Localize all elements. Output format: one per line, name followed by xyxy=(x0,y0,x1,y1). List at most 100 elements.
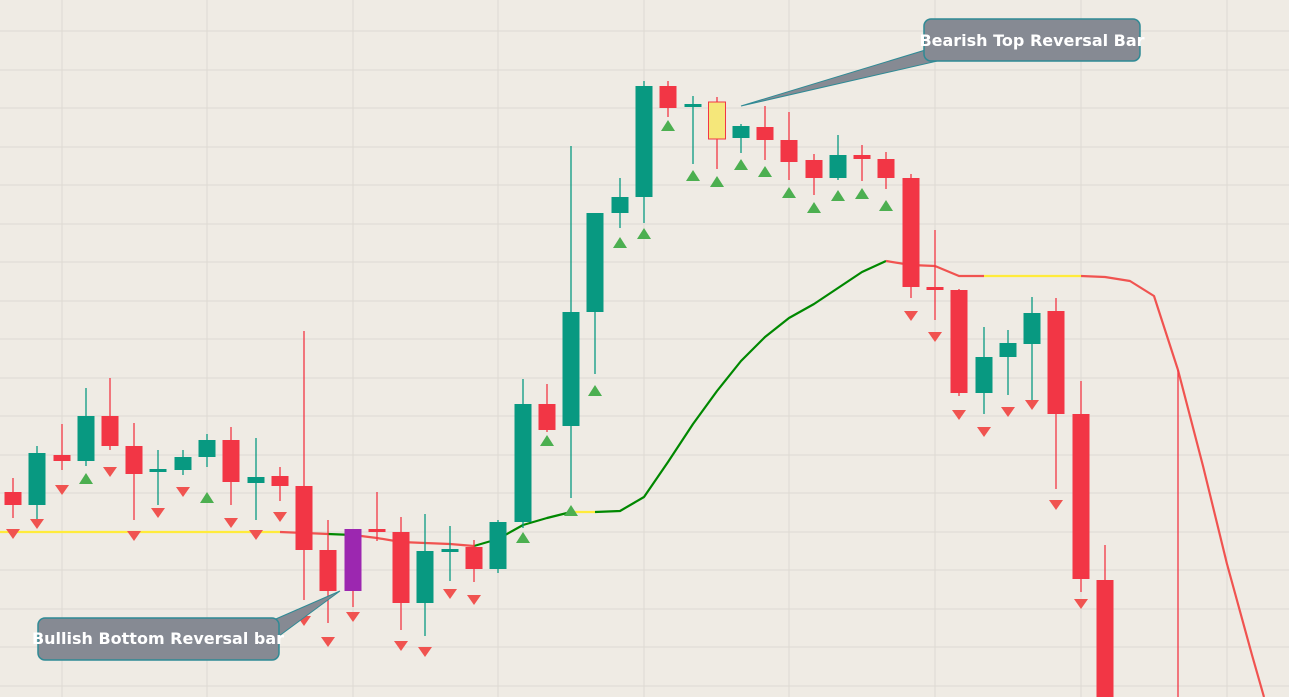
marker-down-42 xyxy=(1025,400,1039,410)
candle-body-8 xyxy=(198,440,216,457)
candle-body-22 xyxy=(538,404,556,430)
marker-down-43 xyxy=(1049,500,1063,510)
candle-body-40 xyxy=(975,357,993,393)
marker-up-3 xyxy=(79,473,93,484)
marker-down-37 xyxy=(904,311,918,321)
candle-body-19 xyxy=(465,547,483,569)
candle-body-31 xyxy=(756,127,774,140)
candle-body-20 xyxy=(489,522,507,569)
candle-body-25 xyxy=(611,197,629,213)
marker-down-13 xyxy=(321,637,335,647)
candle-body-26 xyxy=(635,86,653,197)
candle-body-0 xyxy=(4,492,22,505)
callout-bullish: Bullish Bottom Reversal bar xyxy=(32,590,341,661)
marker-down-6 xyxy=(151,508,165,518)
candle-body-38 xyxy=(926,287,944,290)
candle-body-32 xyxy=(780,140,798,162)
callout-bearish-label: Bearish Top Reversal Bar xyxy=(919,31,1144,50)
marker-down-11 xyxy=(273,512,287,522)
marker-up-21 xyxy=(516,532,530,543)
marker-up-23 xyxy=(564,505,578,516)
candle-body-6 xyxy=(149,469,167,472)
trend-segment-3 xyxy=(352,533,475,548)
marker-up-36 xyxy=(879,200,893,211)
callout-bullish-box xyxy=(37,617,280,661)
marker-up-31 xyxy=(758,166,772,177)
candle-body-27 xyxy=(659,86,677,108)
marker-down-2 xyxy=(55,485,69,495)
trend-segment-6 xyxy=(594,260,887,514)
marker-down-1 xyxy=(30,519,44,529)
callout-bearish-pointer xyxy=(740,47,943,107)
candle-body-10 xyxy=(247,477,265,483)
marker-down-39 xyxy=(952,410,966,420)
candle-body-34 xyxy=(829,155,847,178)
candles-layer xyxy=(4,81,1179,697)
candle-body-44 xyxy=(1072,414,1090,579)
candle-body-45 xyxy=(1096,580,1114,697)
candle-body-12 xyxy=(295,486,313,550)
callout-bullish-label: Bullish Bottom Reversal bar xyxy=(32,629,284,648)
candle-body-43 xyxy=(1047,311,1065,414)
candle-body-24 xyxy=(586,213,604,312)
candle-body-37 xyxy=(902,178,920,287)
candle-body-30 xyxy=(732,126,750,138)
candle-body-14 xyxy=(344,529,362,591)
marker-up-27 xyxy=(661,120,675,131)
marker-up-28 xyxy=(686,170,700,181)
marker-up-35 xyxy=(855,188,869,199)
candle-body-29 xyxy=(708,101,726,140)
marker-up-25 xyxy=(613,237,627,248)
marker-up-24 xyxy=(588,385,602,396)
candle-body-39 xyxy=(950,290,968,393)
marker-up-8 xyxy=(200,492,214,503)
marker-down-40 xyxy=(977,427,991,437)
candle-body-3 xyxy=(77,416,95,461)
candle-body-28 xyxy=(684,104,702,107)
candle-body-41 xyxy=(999,343,1017,357)
marker-down-17 xyxy=(418,647,432,657)
marker-down-41 xyxy=(1001,407,1015,417)
marker-down-9 xyxy=(224,518,238,528)
candle-body-23 xyxy=(562,312,580,426)
candle-body-18 xyxy=(441,549,459,552)
marker-down-0 xyxy=(6,529,20,539)
candle-body-11 xyxy=(271,476,289,486)
candle-body-21 xyxy=(514,404,532,522)
marker-down-10 xyxy=(249,530,263,540)
candle-body-1 xyxy=(28,453,46,505)
candle-body-7 xyxy=(174,457,192,470)
marker-up-34 xyxy=(831,190,845,201)
marker-down-18 xyxy=(443,589,457,599)
marker-down-5 xyxy=(127,531,141,541)
marker-up-33 xyxy=(807,202,821,213)
marker-down-7 xyxy=(176,487,190,497)
candle-body-15 xyxy=(368,529,386,532)
candle-body-17 xyxy=(416,551,434,603)
candle-body-42 xyxy=(1023,313,1041,344)
marker-down-19 xyxy=(467,595,481,605)
candle-body-5 xyxy=(125,446,143,474)
marker-up-30 xyxy=(734,159,748,170)
marker-down-16 xyxy=(394,641,408,651)
marker-down-38 xyxy=(928,332,942,342)
marker-up-32 xyxy=(782,187,796,198)
signal-markers xyxy=(6,120,1088,657)
candle-body-33 xyxy=(805,160,823,178)
candle-body-2 xyxy=(53,455,71,461)
marker-down-4 xyxy=(103,467,117,477)
callout-bearish-box xyxy=(923,18,1141,62)
candle-body-13 xyxy=(319,550,337,591)
marker-up-29 xyxy=(710,176,724,187)
candle-body-4 xyxy=(101,416,119,446)
candle-body-16 xyxy=(392,532,410,603)
candle-body-36 xyxy=(877,159,895,178)
marker-up-26 xyxy=(637,228,651,239)
marker-down-14 xyxy=(346,612,360,622)
marker-up-22 xyxy=(540,435,554,446)
marker-down-44 xyxy=(1074,599,1088,609)
candle-body-9 xyxy=(222,440,240,482)
callout-bearish: Bearish Top Reversal Bar xyxy=(740,18,1145,107)
candle-body-35 xyxy=(853,155,871,159)
